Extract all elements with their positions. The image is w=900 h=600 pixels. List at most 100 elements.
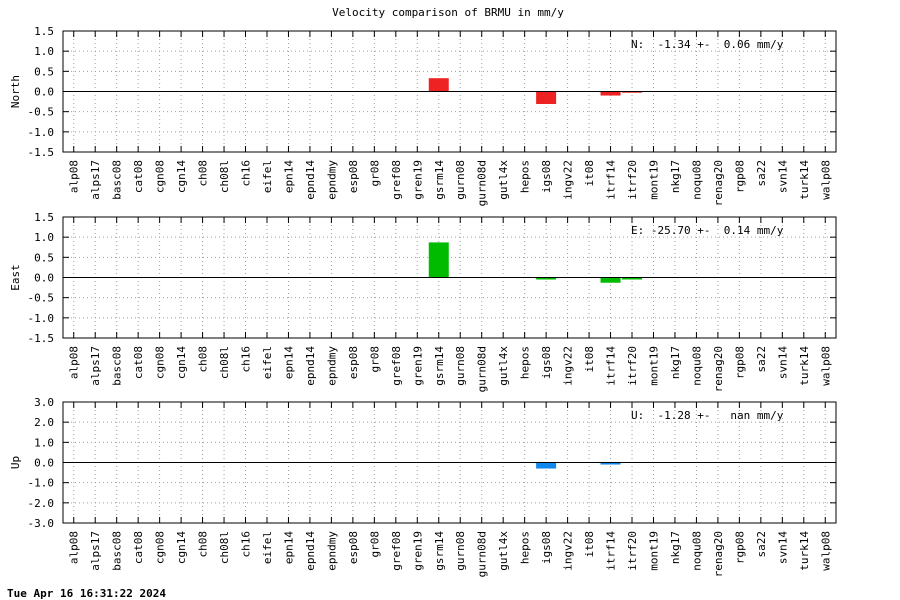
category-label: gutl4x — [497, 160, 510, 200]
category-label: walp08 — [819, 531, 832, 571]
category-label: noqu08 — [690, 531, 703, 571]
y-axis-label: North — [9, 75, 22, 108]
bar-itrf14 — [600, 91, 621, 96]
category-label: svn14 — [776, 160, 789, 193]
category-label: esp08 — [347, 531, 360, 564]
category-label: gurn08d — [476, 531, 489, 577]
category-label: epndmy — [325, 531, 338, 571]
category-label: ch08 — [197, 531, 210, 558]
category-label: mont19 — [647, 160, 660, 200]
category-label: alp08 — [68, 346, 81, 379]
category-label: ch08 — [197, 160, 210, 187]
y-tick-label: -1.5 — [28, 146, 55, 159]
category-label: gurn08 — [454, 160, 467, 200]
category-label: basc08 — [111, 346, 124, 386]
y-tick-label: -2.0 — [28, 497, 55, 510]
category-label: svn14 — [776, 346, 789, 379]
bar-igs08 — [536, 462, 557, 469]
plot-frame — [62, 401, 837, 524]
chart-panels: -1.5 -1.0 -0.5 0.0 0.5 1.0 1.5 alp08 alps17 basc0… — [9, 25, 837, 577]
category-label: rgp08 — [733, 531, 746, 564]
category-label: renag20 — [712, 160, 725, 206]
category-label: hepos — [519, 160, 532, 193]
category-label: gurn08 — [454, 531, 467, 571]
bar-itrf14 — [600, 277, 621, 283]
category-label: itrf20 — [626, 346, 639, 386]
category-label: igs08 — [540, 160, 553, 193]
category-label: it08 — [583, 531, 596, 558]
category-label: alp08 — [68, 160, 81, 193]
category-label: gref08 — [390, 346, 403, 386]
category-label: turk14 — [798, 346, 811, 386]
category-label: alps17 — [89, 160, 102, 200]
category-label: epnd14 — [304, 531, 317, 571]
category-label: epndmy — [325, 346, 338, 386]
y-tick-label: -1.0 — [28, 312, 55, 325]
category-label: nkg17 — [669, 160, 682, 193]
plot-frame — [62, 30, 837, 153]
category-label: itrf14 — [605, 531, 618, 571]
y-tick-label: 1.5 — [34, 211, 54, 224]
category-label: cat08 — [132, 531, 145, 564]
category-label: gsrm14 — [433, 160, 446, 200]
category-label: gutl4x — [497, 346, 510, 386]
timestamp-footer: Tue Apr 16 16:31:22 2024 — [7, 587, 166, 600]
category-label: alps17 — [89, 346, 102, 386]
category-label: gurn08d — [476, 160, 489, 206]
panel-east: -1.5 -1.0 -0.5 0.0 0.5 1.0 1.5 alp08 alps17 basc0… — [9, 211, 837, 392]
category-label: it08 — [583, 346, 596, 373]
category-label: turk14 — [798, 531, 811, 571]
category-label: eifel — [261, 346, 274, 379]
category-label: ch16 — [240, 346, 253, 373]
velocity-annotation: E: -25.70 +- 0.14 mm/y — [631, 224, 784, 237]
category-label: ingv22 — [562, 346, 575, 386]
category-label: cgn08 — [154, 160, 167, 193]
category-label: hepos — [519, 531, 532, 564]
category-label: itrf20 — [626, 160, 639, 200]
y-tick-label: -0.5 — [28, 106, 55, 119]
bar-itrf20 — [622, 91, 643, 93]
category-label: epnd14 — [304, 160, 317, 200]
category-label: gr08 — [368, 160, 381, 187]
category-label: cgn14 — [175, 531, 188, 564]
y-tick-label: -3.0 — [28, 517, 55, 530]
category-label: itrf14 — [605, 346, 618, 386]
category-label: gref08 — [390, 160, 403, 200]
category-label: sa22 — [755, 531, 768, 558]
category-label: svn14 — [776, 531, 789, 564]
velocity-annotation: U: -1.28 +- nan mm/y — [631, 409, 784, 422]
category-label: gr08 — [368, 531, 381, 558]
category-label: ch08l — [218, 346, 231, 379]
category-label: igs08 — [540, 531, 553, 564]
category-label: itrf20 — [626, 531, 639, 571]
category-label: ch08 — [197, 346, 210, 373]
y-tick-label: 0.5 — [34, 251, 54, 264]
category-label: cgn08 — [154, 531, 167, 564]
plot-frame — [62, 216, 837, 339]
category-label: noqu08 — [690, 160, 703, 200]
category-label: esp08 — [347, 346, 360, 379]
velocity-annotation: N: -1.34 +- 0.06 mm/y — [631, 38, 784, 51]
category-label: ch16 — [240, 160, 253, 187]
category-label: gutl4x — [497, 531, 510, 571]
category-label: basc08 — [111, 531, 124, 571]
y-tick-label: 0.0 — [34, 272, 54, 285]
y-tick-label: 1.0 — [34, 436, 54, 449]
category-label: epnd14 — [304, 346, 317, 386]
category-label: cat08 — [132, 346, 145, 379]
category-label: turk14 — [798, 160, 811, 200]
category-label: it08 — [583, 160, 596, 187]
bar-itrf14 — [600, 462, 621, 465]
category-label: eifel — [261, 160, 274, 193]
bar-gsrm14 — [428, 242, 449, 278]
y-tick-label: 1.0 — [34, 231, 54, 244]
category-label: mont19 — [647, 346, 660, 386]
y-tick-label: 2.0 — [34, 416, 54, 429]
y-axis-label: Up — [9, 456, 22, 469]
bar-itrf20 — [622, 277, 643, 280]
y-tick-label: 0.0 — [34, 457, 54, 470]
chart-title: Velocity comparison of BRMU in mm/y — [332, 6, 564, 19]
category-label: walp08 — [819, 160, 832, 200]
category-label: walp08 — [819, 346, 832, 386]
category-label: renag20 — [712, 531, 725, 577]
